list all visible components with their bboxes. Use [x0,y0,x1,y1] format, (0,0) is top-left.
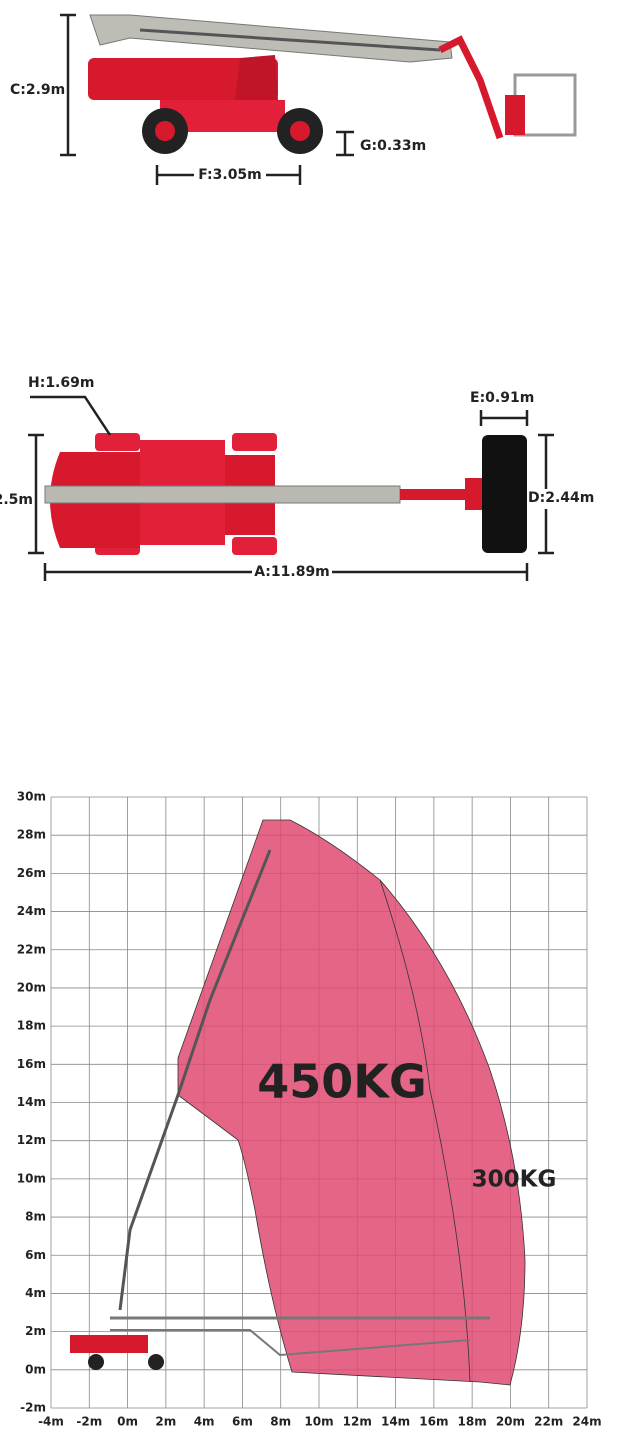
dimension-label: H:1.69m [28,375,94,391]
x-tick-label: -4m [38,1415,64,1429]
boom-detail [139,28,441,52]
dimension-label: A:11.89m [254,564,330,580]
platform [482,435,527,553]
x-tick-label: 6m [232,1415,253,1429]
dimension-label: E:0.91m [470,390,534,406]
dimension-line [28,433,44,555]
side-view: C:2.9m G:0.33m F:3.05m [10,13,577,185]
x-tick-label: 4m [194,1415,215,1429]
wheel [232,537,277,555]
x-tick-label: 22m [534,1415,563,1429]
label-bg [194,166,266,184]
rotator [505,95,525,135]
dimension-label: D:2.44m [528,490,594,506]
x-tick-label: 24m [572,1415,601,1429]
y-tick-label: 2m [25,1324,46,1338]
x-tick-label: 20m [496,1415,525,1429]
hub [155,121,175,141]
hub [290,121,310,141]
y-tick-label: 14m [17,1095,46,1109]
dimension-label: F:3.05m [198,167,262,183]
y-tick-label: 30m [17,790,46,804]
y-tick-label: 24m [17,904,46,918]
wheel [232,433,277,451]
y-tick-label: 10m [17,1171,46,1185]
wheel [148,1354,164,1370]
dimension-label: G:0.33m [360,138,426,154]
range-chart: -4m -2m 0m 2m 4m 6m 8m 10m 12m 14m 16m 18m 20m 22m 24m… [17,790,602,1429]
leader-line [30,395,112,436]
x-tick-label: 16m [419,1415,448,1429]
label-bg [527,489,597,509]
label-bg [252,563,332,581]
y-tick-label: 4m [25,1286,46,1300]
x-tick-label: 2m [155,1415,176,1429]
x-tick-label: 12m [343,1415,372,1429]
x-tick-label: 8m [270,1415,291,1429]
x-tick-label: -2m [76,1415,102,1429]
dimension-line [60,13,76,157]
y-tick-label: 18m [17,1019,46,1033]
y-tick-label: 6m [25,1248,46,1262]
zone-label: 300KG [472,1167,557,1193]
wheel [88,1354,104,1370]
y-tick-label: 12m [17,1133,46,1147]
machine [70,1335,148,1353]
y-tick-label: -2m [20,1401,46,1415]
boom [44,485,401,504]
jib [438,35,504,140]
x-tick-label: 18m [458,1415,487,1429]
label-bg [0,490,34,510]
zone-label: 450KG [257,1055,426,1109]
y-tick-label: 20m [17,980,46,994]
x-tick-label: 10m [304,1415,333,1429]
y-tick-label: 8m [25,1210,46,1224]
dimension-line [336,130,354,157]
y-tick-label: 0m [25,1362,46,1376]
top-view: H:1.69m 2.5m E:0.91m D:2.44m A:11.89m [0,375,597,581]
y-tick-label: 22m [17,942,46,956]
jib [400,489,465,500]
y-tick-label: 26m [17,866,46,880]
y-tick-label: 16m [17,1057,46,1071]
working-envelope [177,819,526,1386]
wheel [95,433,140,451]
dimension-label: 2.5m [0,492,33,508]
x-tick-label: 14m [381,1415,410,1429]
counterweight [235,55,278,100]
boom-sketch [118,849,272,1311]
y-tick-label: 28m [17,828,46,842]
dimension-label: C:2.9m [10,82,65,98]
envelope-300kg [379,879,471,1383]
x-tick-label: 0m [117,1415,138,1429]
dimension-line [479,410,529,426]
chassis [88,58,278,100]
boom-sketch [110,1329,471,1357]
